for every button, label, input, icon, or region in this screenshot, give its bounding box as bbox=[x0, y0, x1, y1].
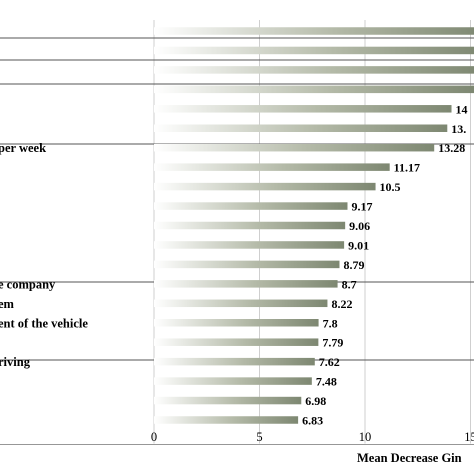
bar bbox=[154, 27, 474, 35]
x-tick-label: 10 bbox=[359, 430, 372, 444]
category-label: per week bbox=[0, 141, 46, 155]
value-label: 8.79 bbox=[343, 258, 364, 272]
bar bbox=[154, 143, 435, 152]
bar bbox=[154, 124, 448, 132]
bar bbox=[154, 202, 348, 210]
value-label: 8.22 bbox=[331, 297, 352, 311]
value-label: 8.7 bbox=[342, 277, 357, 291]
bar bbox=[154, 85, 474, 94]
value-label: 7.8 bbox=[323, 316, 338, 330]
category-label: ent of the vehicle bbox=[0, 316, 88, 330]
value-label: 7.62 bbox=[319, 355, 340, 369]
value-label: 13. bbox=[451, 122, 466, 136]
value-label: 9.01 bbox=[348, 238, 369, 252]
x-axis-title: Mean Decrease Gin bbox=[357, 451, 462, 465]
bar bbox=[154, 299, 328, 308]
bar bbox=[154, 241, 345, 249]
bar bbox=[154, 416, 299, 424]
value-label: 6.83 bbox=[302, 414, 323, 428]
category-label: e company bbox=[0, 277, 56, 291]
category-label: riving bbox=[0, 355, 31, 369]
x-tick-label: 5 bbox=[256, 430, 262, 444]
x-tick-label: 15 bbox=[464, 430, 474, 444]
value-label: 9.17 bbox=[351, 200, 372, 214]
value-label: 6.98 bbox=[305, 394, 326, 408]
bar bbox=[154, 221, 346, 230]
bar bbox=[154, 66, 474, 74]
bars bbox=[154, 27, 474, 424]
bar bbox=[154, 377, 312, 385]
row-labels: per week e company em ent of the vehicle riv… bbox=[0, 141, 88, 369]
value-label: 10.5 bbox=[380, 180, 401, 194]
value-label: 11.17 bbox=[394, 161, 420, 175]
value-label: 7.48 bbox=[316, 375, 337, 389]
bar bbox=[154, 46, 474, 55]
x-tick-label: 0 bbox=[151, 430, 157, 444]
bar bbox=[154, 163, 390, 171]
bar bbox=[154, 105, 452, 113]
bar bbox=[154, 182, 376, 191]
x-axis-ticks: 0 5 10 15 bbox=[151, 430, 474, 444]
bar bbox=[154, 338, 319, 346]
value-labels: 14 13. 13.28 11.17 10.5 9.17 9.06 9.01 8.79 8.7 8.… bbox=[302, 102, 467, 427]
value-label: 14 bbox=[456, 102, 468, 116]
value-label: 13.28 bbox=[438, 141, 465, 155]
value-label: 9.06 bbox=[349, 219, 370, 233]
bar bbox=[154, 357, 315, 366]
category-label: em bbox=[0, 297, 15, 311]
bar bbox=[154, 280, 338, 288]
bar bbox=[154, 260, 340, 269]
value-label: 7.79 bbox=[322, 336, 343, 350]
bar bbox=[154, 319, 319, 327]
bar bbox=[154, 396, 302, 405]
